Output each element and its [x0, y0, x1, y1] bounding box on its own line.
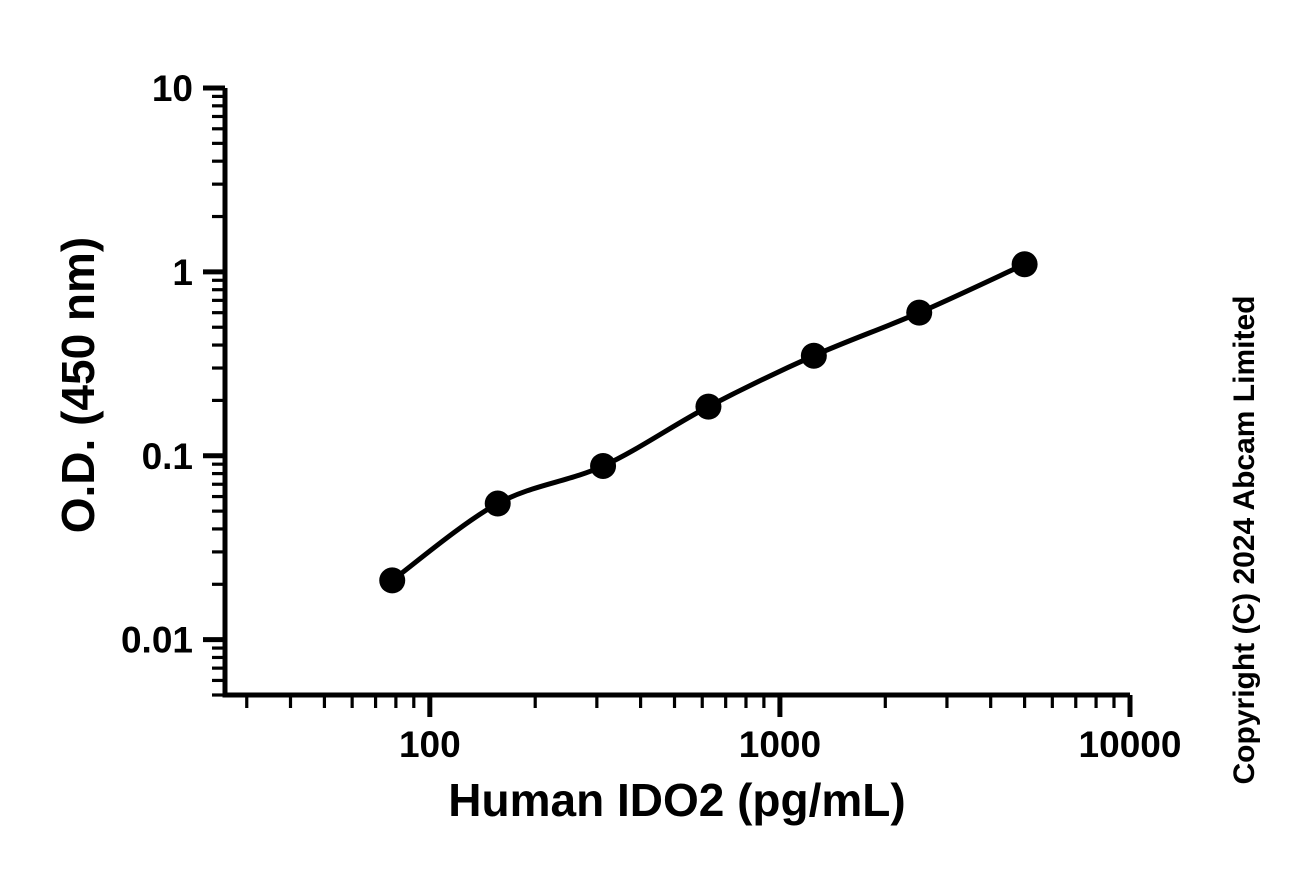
data-point-marker [906, 299, 933, 326]
data-point-marker [379, 567, 406, 594]
data-point-marker [590, 452, 617, 479]
data-point-marker [695, 393, 722, 420]
y-tick-label: 10 [152, 68, 193, 109]
x-tick-label: 1000 [739, 724, 821, 765]
y-tick-label: 0.01 [121, 620, 193, 661]
y-tick-label: 0.1 [142, 436, 193, 477]
copyright-text: Copyright (C) 2024 Abcam Limited [1228, 295, 1261, 785]
y-tick-label: 1 [172, 252, 193, 293]
x-tick-label: 100 [399, 724, 461, 765]
data-point-marker [484, 490, 511, 517]
y-axis-label: O.D. (450 nm) [52, 236, 104, 534]
data-point-marker [800, 342, 827, 369]
x-axis-label: Human IDO2 (pg/mL) [448, 774, 906, 826]
data-point-marker [1011, 251, 1038, 278]
x-tick-label: 10000 [1079, 724, 1182, 765]
